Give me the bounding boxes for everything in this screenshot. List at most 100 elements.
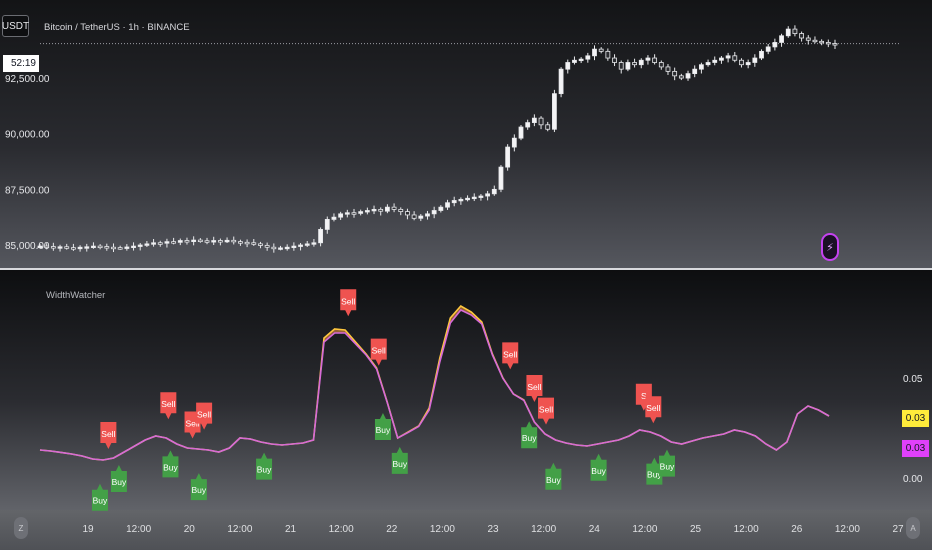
sell-marker [526,375,543,402]
time-axis[interactable] [0,510,932,550]
candle-body [111,246,116,250]
candle-body [338,213,344,218]
candle-body [77,246,83,250]
candle-body [759,50,764,59]
candle-body [698,64,704,70]
sell-marker [340,289,357,317]
buy-signal: Buy [391,446,408,474]
buy-marker [521,421,538,449]
candle-body [184,240,190,243]
candle-body [578,58,584,62]
time-axis-tick: 21 [285,524,297,535]
buy-label: Buy [192,485,207,495]
candle-body [598,48,604,52]
time-axis-tick: 12:00 [430,524,455,535]
price-chart[interactable]: 92,500.00 90,000.00 87,500.00 85,000.00 [0,0,932,268]
sell-marker [502,342,519,370]
buy-signal: Buy [521,421,538,449]
candle-body [311,242,317,245]
buy-signal: Buy [545,462,561,490]
sell-label: S [641,391,647,401]
currency-button[interactable]: USDT [2,15,29,37]
scroll-right-icon[interactable]: A [906,517,920,539]
candle-body [44,245,50,249]
sell-marker [160,392,177,420]
sell-marker [196,402,213,430]
buy-signal: Buy [190,473,207,501]
candle-body [652,57,658,63]
candle-body [411,214,417,219]
candle-body [658,62,664,68]
time-axis-tick: 12:00 [632,524,657,535]
candle-body [278,247,283,250]
buy-marker [162,450,179,478]
candle-body [792,28,798,34]
buy-signal: Buy [590,453,607,481]
buy-label: Buy [591,466,606,476]
symbol-title[interactable]: Bitcoin / TetherUS · 1h · BINANCE [44,22,190,33]
candle-body [258,243,263,246]
time-axis-tick: 12:00 [227,524,252,535]
candle-body [371,208,377,212]
candle-body [518,126,524,139]
sell-marker [538,397,555,425]
pane-divider[interactable] [0,268,932,270]
candle-body [491,188,497,195]
sell-label: Sell [161,399,175,409]
indicator-title[interactable]: WidthWatcher [46,290,106,301]
candle-body [57,246,63,249]
indicator-chart[interactable]: 0.050.00SellBuyBuySellBuyBuySellSellBuyS… [0,270,932,511]
candle-body [745,62,751,66]
candle-body [124,246,130,249]
candle-body [732,55,738,61]
indicator-axis-label: 0.05 [903,374,923,385]
candle-body [157,242,163,245]
candle-body [418,215,424,219]
candle-body [552,93,557,130]
buy-label: Buy [392,459,407,469]
candle-body [438,206,444,211]
scroll-left-icon[interactable]: Z [14,517,28,539]
candle-body [137,244,143,247]
candle-body [71,247,76,250]
candle-body [384,206,390,212]
candle-body [217,240,223,243]
candle-body [224,239,230,243]
sell-signal: Sell [340,289,357,317]
time-axis-tick: 20 [184,524,196,535]
candle-body [291,245,297,249]
price-axis-label: 92,500.00 [5,74,50,85]
candle-body [618,62,624,70]
candle-body [719,57,724,61]
candle-body [465,197,470,201]
candle-body [211,240,217,243]
buy-label: Buy [647,470,662,480]
candle-body [638,59,644,66]
candle-body [171,241,177,244]
candle-body [251,242,257,245]
buy-label: Buy [112,477,127,487]
sell-signal: Sell [370,338,387,366]
candle-body [445,202,450,208]
time-axis-tick: 19 [82,524,94,535]
candle-body [431,210,437,215]
time-axis-tick: 12:00 [531,524,556,535]
sell-signal: Sell [196,402,213,430]
sell-marker [100,422,117,449]
candle-body [164,241,170,244]
candle-body [592,48,597,57]
candle-body [605,50,611,59]
buy-marker [646,457,663,485]
candle-body [104,246,110,249]
candle-body [685,73,691,79]
buy-signal: Buy [374,413,391,441]
candle-body [531,117,537,123]
candle-body [151,242,156,245]
buy-label: Buy [376,425,391,435]
time-axis-tick: 12:00 [329,524,354,535]
lightning-icon[interactable]: ⚡ [821,233,839,261]
candle-body [471,196,477,200]
candle-body [585,55,591,60]
candle-body [391,206,397,210]
candle-body [525,122,531,128]
